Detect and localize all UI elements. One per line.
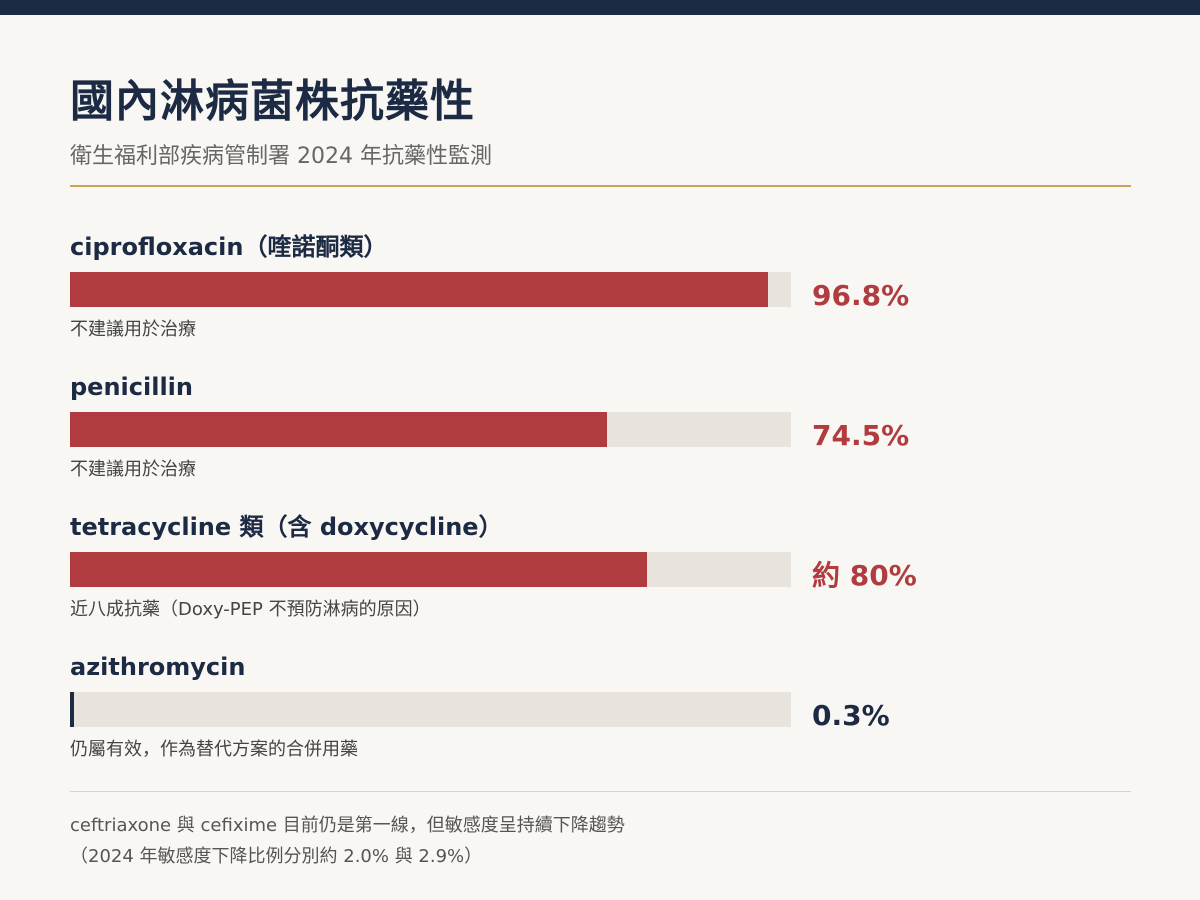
bar-category-label: ciprofloxacin（喹諾酮類） — [70, 233, 388, 261]
bar-penicillin — [70, 412, 608, 447]
bar-value-label: 約 80% — [812, 559, 917, 592]
bar-track — [70, 552, 791, 587]
chart-subtitle: 衛生福利部疾病管制署 2024 年抗藥性監測 — [70, 144, 492, 169]
bar-category-label: tetracycline 類（含 doxycycline） — [70, 513, 503, 541]
bar-ciprofloxacin — [70, 272, 768, 307]
title-divider — [70, 185, 1131, 187]
bar-track — [70, 412, 791, 447]
bar-value-label: 0.3% — [812, 699, 890, 732]
bar-category-label: penicillin — [70, 373, 193, 401]
bar-note: 不建議用於治療 — [70, 319, 196, 340]
bar-track — [70, 272, 791, 307]
bar-category-label: azithromycin — [70, 653, 246, 681]
bar-note: 仍屬有效，作為替代方案的合併用藥 — [70, 739, 358, 760]
footnote-line-2: （2024 年敏感度下降比例分別約 2.0% 與 2.9%） — [70, 846, 483, 867]
footnote: ceftriaxone 與 cefixime 目前仍是第一線，但敏感度呈持續下降… — [70, 810, 625, 872]
bar-value-label: 96.8% — [812, 279, 910, 312]
bar-row-tetracycline: tetracycline 類（含 doxycycline） 約 80% 近八成抗… — [70, 510, 1131, 640]
bar-row-azithromycin: azithromycin 0.3% 仍屬有效，作為替代方案的合併用藥 — [70, 650, 1131, 780]
bar-note: 不建議用於治療 — [70, 459, 196, 480]
bar-row-penicillin: penicillin 74.5% 不建議用於治療 — [70, 370, 1131, 500]
bar-tetracycline — [70, 552, 647, 587]
bar-value-label: 74.5% — [812, 419, 910, 452]
top-accent-bar — [0, 0, 1200, 15]
footnote-divider — [70, 791, 1131, 792]
bar-row-ciprofloxacin: ciprofloxacin（喹諾酮類） 96.8% 不建議用於治療 — [70, 230, 1131, 360]
footnote-line-1: ceftriaxone 與 cefixime 目前仍是第一線，但敏感度呈持續下降… — [70, 815, 625, 836]
chart-title: 國內淋病菌株抗藥性 — [70, 76, 475, 127]
bar-note: 近八成抗藥（Doxy-PEP 不預防淋病的原因） — [70, 599, 431, 620]
bar-azithromycin — [70, 692, 74, 727]
bar-track — [70, 692, 791, 727]
